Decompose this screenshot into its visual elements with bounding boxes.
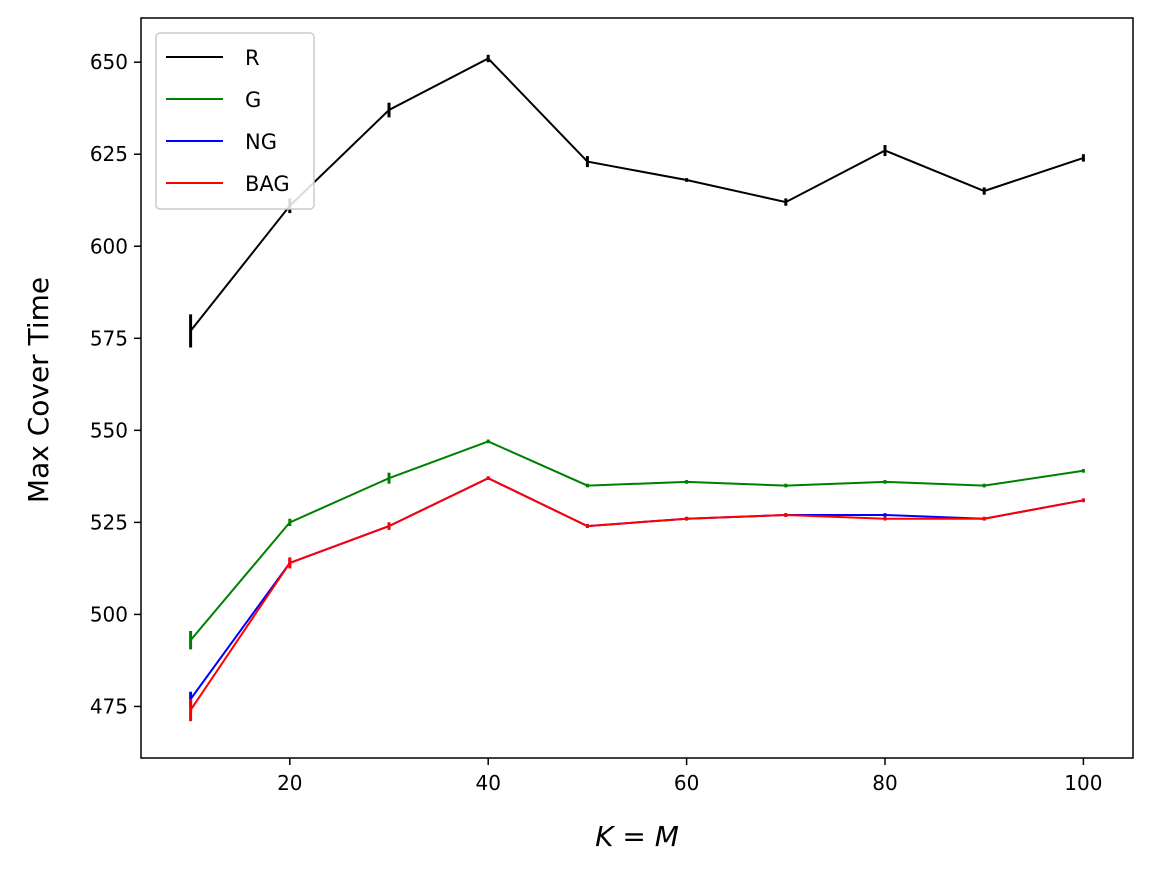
y-tick-label: 600	[90, 234, 128, 258]
series-bag	[189, 476, 1085, 722]
y-axis: 475 500 525 550 575 600 625 650	[90, 50, 141, 718]
series-line-g	[189, 440, 1084, 641]
y-tick-label: 650	[90, 50, 128, 74]
y-axis-label: Max Cover Time	[22, 277, 55, 503]
legend-label-g: G	[245, 88, 261, 112]
x-tick-label: 80	[872, 771, 897, 795]
x-tick-label: 40	[475, 771, 500, 795]
series-line-bag	[189, 477, 1084, 711]
legend-label-r: R	[245, 46, 260, 70]
x-tick-label: 20	[277, 771, 302, 795]
legend-label-bag: BAG	[245, 172, 290, 196]
series-line-r	[189, 57, 1084, 332]
series-layer	[189, 54, 1085, 722]
legend-box	[155, 32, 315, 210]
y-tick-label: 625	[90, 142, 128, 166]
x-tick-label: 60	[674, 771, 699, 795]
x-axis-label: K = M	[595, 820, 679, 853]
plot-frame	[140, 17, 1134, 759]
x-tick-label: 100	[1064, 771, 1102, 795]
y-tick-label: 475	[90, 694, 128, 718]
legend-label-ng: NG	[245, 130, 277, 154]
legend: RG NG BAG	[155, 32, 315, 210]
y-tick-label: 575	[90, 326, 128, 350]
y-tick-label: 500	[90, 602, 128, 626]
y-tick-label: 550	[90, 418, 128, 442]
x-axis: 20 40 60 80 100	[277, 758, 1102, 795]
y-tick-label: 525	[90, 510, 128, 534]
series-g	[189, 439, 1085, 650]
